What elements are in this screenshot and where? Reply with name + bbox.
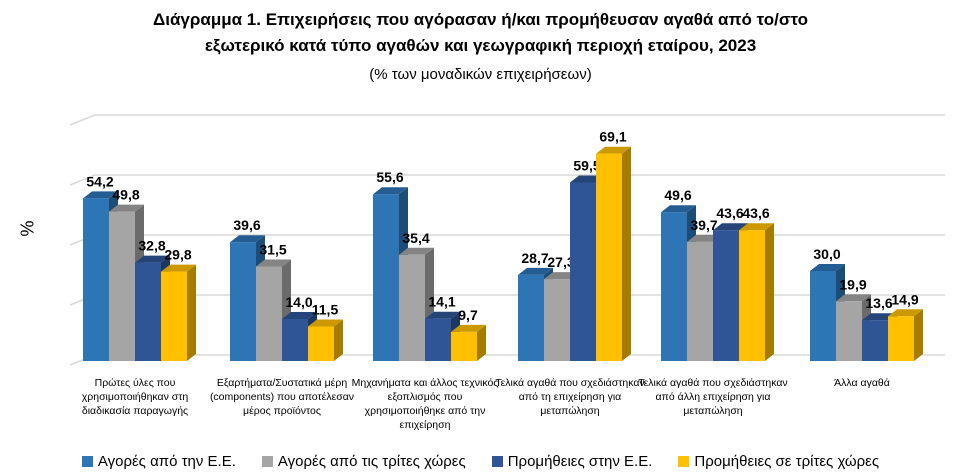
data-label: 54,2 xyxy=(86,173,113,189)
data-label: 30,0 xyxy=(813,246,840,262)
x-tick-label: Άλλα αγαθά xyxy=(834,377,890,389)
data-label: 43,6 xyxy=(716,205,743,221)
data-label: 43,6 xyxy=(742,205,769,221)
gridline xyxy=(69,234,945,246)
data-label: 49,8 xyxy=(112,187,139,203)
chart-title-line-1: Διάγραμμα 1. Επιχειρήσεις που αγόρασαν ή… xyxy=(153,10,808,29)
legend-swatch xyxy=(261,456,273,467)
bar xyxy=(256,259,291,361)
data-label: 14,9 xyxy=(891,291,918,307)
bar xyxy=(596,146,631,361)
data-label: 55,6 xyxy=(376,169,403,185)
x-tick-label: Τελικά αγαθά που σχεδιάστηκαν από άλλη ε… xyxy=(638,377,788,417)
data-label: 9,7 xyxy=(458,307,478,323)
data-label: 14,0 xyxy=(285,294,312,310)
legend-label: Προμήθειες στην Ε.Ε. xyxy=(507,453,653,470)
data-label: 69,1 xyxy=(599,129,626,145)
legend-swatch xyxy=(81,456,93,467)
x-tick-label: Τελικά αγαθά που σχεδιάστηκαν από τη επι… xyxy=(495,377,645,417)
legend: Αγορές από την Ε.Ε. Αγορές από τις τρίτες… xyxy=(0,453,961,470)
data-label: 32,8 xyxy=(138,238,165,254)
gridline xyxy=(69,174,945,186)
data-label: 28,7 xyxy=(521,250,548,266)
bar xyxy=(739,223,774,361)
legend-label: Προμήθειες σε τρίτες χώρες xyxy=(694,453,880,470)
data-label: 14,1 xyxy=(428,294,455,310)
legend-item: Προμήθειες στην Ε.Ε. xyxy=(491,453,653,470)
data-label: 11,5 xyxy=(312,302,339,318)
data-label: 59,5 xyxy=(573,158,600,174)
bar xyxy=(308,319,343,361)
data-label: 39,6 xyxy=(233,217,260,233)
data-label: 49,6 xyxy=(664,187,691,203)
bar xyxy=(451,324,486,361)
bar xyxy=(161,264,196,361)
chart-subtitle: (% των μοναδικών επιχειρήσεων) xyxy=(369,66,592,83)
legend-item: Αγορές από τις τρίτες χώρες xyxy=(261,453,466,470)
legend-item: Αγορές από την Ε.Ε. xyxy=(81,453,236,470)
legend-swatch xyxy=(491,456,503,467)
data-label: 35,4 xyxy=(402,230,429,246)
x-tick-label: Εξαρτήματα/Συστατικά μέρη (components) π… xyxy=(209,377,355,417)
x-tick-label: Μηχανήματα και άλλος τεχνικός εξοπλισμός… xyxy=(351,377,499,431)
data-label: 29,8 xyxy=(164,247,191,263)
legend-label: Αγορές από την Ε.Ε. xyxy=(97,453,236,470)
bar xyxy=(373,187,408,361)
x-tick-label: Πρώτες ύλες που χρησιμοποιήθηκαν στη δια… xyxy=(81,377,189,417)
data-label: 39,7 xyxy=(690,217,717,233)
data-label: 19,9 xyxy=(839,276,866,292)
chart-title-line-2: εξωτερικό κατά τύπο αγαθών και γεωγραφικ… xyxy=(204,36,757,55)
gridline xyxy=(69,114,945,126)
bar xyxy=(425,311,460,361)
data-label: 13,6 xyxy=(865,295,892,311)
data-label: 31,5 xyxy=(259,242,286,258)
data-label: 27,3 xyxy=(547,254,574,270)
legend-label: Αγορές από τις τρίτες χώρες xyxy=(277,453,466,470)
bar xyxy=(888,309,923,361)
legend-item: Προμήθειες σε τρίτες χώρες xyxy=(678,453,879,470)
legend-swatch xyxy=(678,456,690,467)
